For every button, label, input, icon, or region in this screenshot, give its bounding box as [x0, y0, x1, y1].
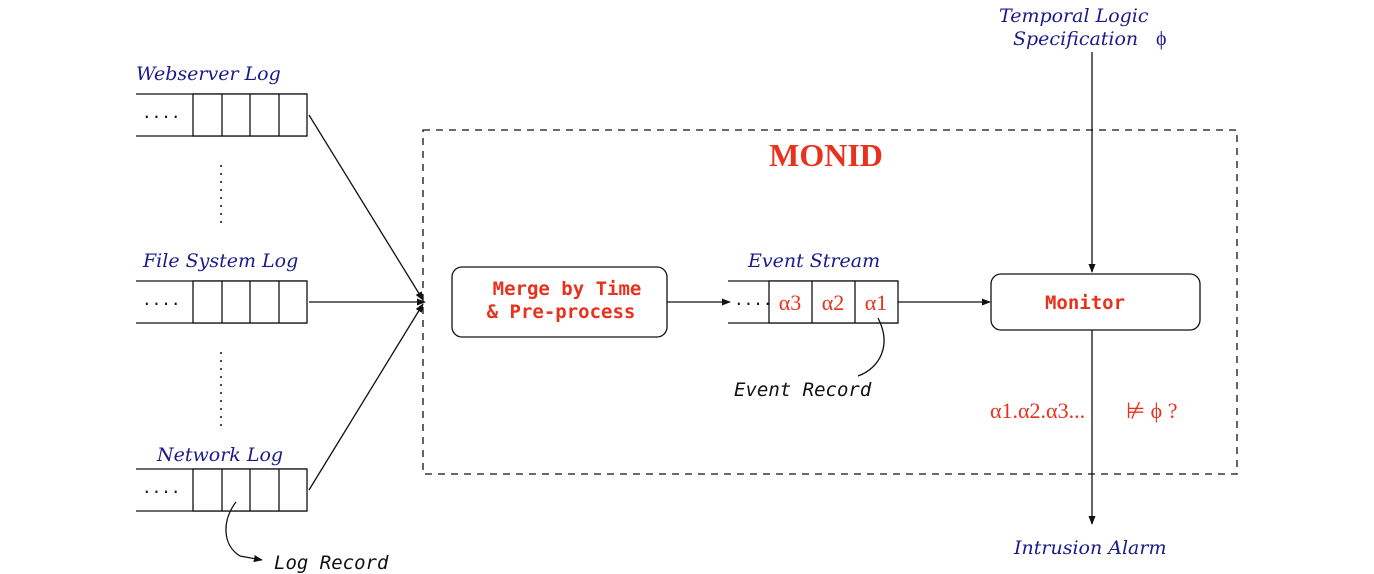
log-record-label: Log Record	[274, 552, 389, 574]
spec-phi-symbol: ϕ	[1156, 28, 1167, 50]
log-record-pointer	[225, 501, 263, 563]
file-system-log-dots: ....	[142, 290, 181, 309]
event-alpha1: α1	[865, 290, 888, 315]
satisfaction-check: α1.α2.α3... ⊭ ϕ ?	[988, 396, 1181, 426]
webserver-log-queue: ....	[136, 93, 308, 137]
network-log-label: Network Log	[156, 444, 283, 466]
event-record-pointer	[857, 317, 885, 377]
file-system-log-label: File System Log	[142, 250, 298, 272]
spec-label-line1: Temporal Logic	[999, 5, 1149, 27]
monitor-box: Monitor	[990, 273, 1201, 331]
monitor-label: Monitor	[1045, 292, 1125, 314]
merge-label-line2: & Pre-process	[487, 301, 636, 323]
webserver-log-label: Webserver Log	[136, 63, 281, 85]
intrusion-alarm-label: Intrusion Alarm	[1013, 537, 1166, 559]
file-system-log-queue: ....	[136, 280, 308, 324]
webserver-log-dots: ....	[142, 103, 181, 122]
spec-label-line2: Specification	[1013, 28, 1138, 50]
network-to-merge-arrow	[308, 303, 424, 491]
monid-title: MONID	[769, 137, 883, 173]
network-log-dots: ....	[142, 478, 181, 497]
event-stream-dots: ....	[734, 290, 773, 309]
webserver-to-merge-arrow	[308, 114, 424, 301]
merge-label-line1: Merge by Time	[493, 278, 642, 300]
event-stream-label: Event Stream	[747, 250, 880, 272]
check-symbol: ⊭ ϕ ?	[1126, 398, 1178, 423]
event-record-label: Event Record	[734, 379, 872, 401]
merge-preprocess-box: Merge by Time & Pre-process	[451, 266, 668, 338]
network-log-queue: ....	[136, 468, 308, 512]
check-expression: α1.α2.α3...	[990, 398, 1085, 423]
event-alpha3: α3	[779, 290, 802, 315]
event-stream-queue: .... α3 α2 α1	[728, 280, 899, 324]
event-alpha2: α2	[822, 290, 845, 315]
monid-boundary	[422, 129, 1238, 475]
